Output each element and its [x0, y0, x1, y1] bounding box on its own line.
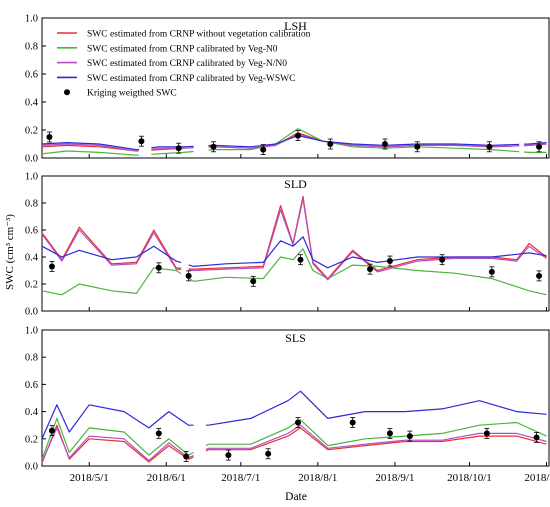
x-tick-label: 2018/11/1 — [524, 472, 550, 484]
kriging-point — [155, 264, 162, 271]
kriging-point — [386, 430, 393, 437]
y-tick-label: 0.2 — [25, 434, 38, 445]
kriging-point — [155, 430, 162, 437]
kriging-point — [294, 419, 301, 426]
kriging-point — [367, 266, 374, 273]
y-tick-label: 0.6 — [25, 70, 38, 81]
panel-title: SLD — [284, 177, 307, 191]
series-line-4 — [41, 135, 547, 151]
y-tick-label: 0.8 — [25, 353, 38, 364]
kriging-point — [486, 143, 493, 150]
y-tick-label: 1.0 — [25, 326, 38, 337]
kriging-point — [48, 427, 55, 434]
x-tick-label: 2018/7/1 — [221, 472, 260, 484]
x-tick-label: 2018/8/1 — [298, 472, 337, 484]
legend: SWC estimated from CRNP without vegetati… — [57, 29, 311, 99]
y-tick-label: 0.2 — [25, 126, 38, 137]
y-tick-label: 0.8 — [25, 199, 38, 210]
legend-label-5: Kriging weigthed SWC — [87, 89, 177, 99]
series-line-2 — [41, 417, 547, 460]
y-tick-label: 0.4 — [25, 407, 39, 418]
kriging-point — [294, 132, 301, 139]
kriging-point — [406, 433, 413, 440]
kriging-point — [439, 256, 446, 263]
y-tick-label: 0.4 — [25, 253, 39, 264]
kriging-point — [349, 419, 356, 426]
y-tick-label: 1.0 — [25, 14, 38, 25]
panel-title: SLS — [285, 331, 306, 345]
panel-sls: 0.0 0.2 0.4 0.6 0.8 1.0 2018/5/1 2018/6/1 2018/7… — [25, 326, 550, 485]
plot-frame — [41, 175, 550, 312]
kriging-point — [386, 258, 393, 265]
series-line-2 — [41, 248, 547, 296]
kriging-point — [250, 278, 257, 285]
x-tick-label: 2018/5/1 — [70, 472, 109, 484]
x-tick-label: 2018/9/1 — [375, 472, 414, 484]
series-line-4 — [41, 236, 547, 269]
legend-marker — [64, 89, 70, 96]
y-tick-label: 0.2 — [25, 280, 38, 291]
plot-frame — [41, 329, 550, 467]
y-tick-label: 0.8 — [25, 42, 38, 53]
kriging-point — [265, 450, 272, 457]
series-line-2 — [41, 128, 547, 156]
legend-label-2: SWC estimated from CRNP calibrated by Ve… — [87, 43, 278, 54]
legend-label-3: SWC estimated from CRNP calibrated by Ve… — [87, 58, 287, 69]
plot-frame — [41, 17, 550, 159]
y-tick-label: 0.6 — [25, 226, 38, 237]
kriging-point — [488, 268, 495, 275]
series-line-3 — [41, 198, 547, 281]
series-line-1 — [41, 132, 547, 152]
panel-title: LSH — [284, 19, 307, 33]
kriging-point — [533, 434, 540, 441]
kriging-point — [536, 272, 543, 279]
kriging-point — [138, 138, 145, 145]
y-axis-label: SWC (cm³ cm⁻³) — [4, 214, 16, 290]
kriging-point — [483, 430, 490, 437]
panel-sld: 0.0 0.2 0.4 0.6 0.8 1.0 SLD — [25, 172, 550, 318]
legend-label-1: SWC estimated from CRNP without vegetati… — [87, 29, 311, 40]
kriging-point — [225, 452, 232, 459]
x-tick-label: 2018/10/1 — [447, 472, 492, 484]
kriging-point — [48, 263, 55, 270]
y-tick-label: 0.0 — [25, 307, 38, 318]
kriging-point — [183, 453, 190, 460]
x-axis-label: Date — [285, 491, 307, 503]
y-tick-label: 1.0 — [25, 172, 38, 183]
x-tick-label: 2018/6/1 — [147, 472, 186, 484]
kriging-point — [536, 143, 543, 150]
series-line-4 — [41, 390, 547, 440]
kriging-point — [297, 256, 304, 263]
kriging-point — [175, 145, 182, 152]
legend-label-4: SWC estimated from CRNP calibrated by Ve… — [87, 73, 295, 84]
kriging-point — [414, 143, 421, 150]
y-tick-label: 0.4 — [25, 98, 39, 109]
kriging-point — [260, 146, 267, 153]
kriging-point — [46, 134, 53, 140]
series-line-3 — [41, 133, 547, 152]
kriging-point — [185, 272, 192, 279]
y-tick-label: 0.6 — [25, 380, 38, 391]
kriging-point — [381, 141, 388, 147]
y-tick-label: 0.0 — [25, 462, 38, 473]
kriging-point — [327, 141, 334, 147]
y-tick-label: 0.0 — [25, 154, 38, 165]
panel-lsh: 0.0 0.2 0.4 0.6 0.8 1.0 LSH — [25, 14, 550, 165]
kriging-point — [210, 143, 217, 150]
